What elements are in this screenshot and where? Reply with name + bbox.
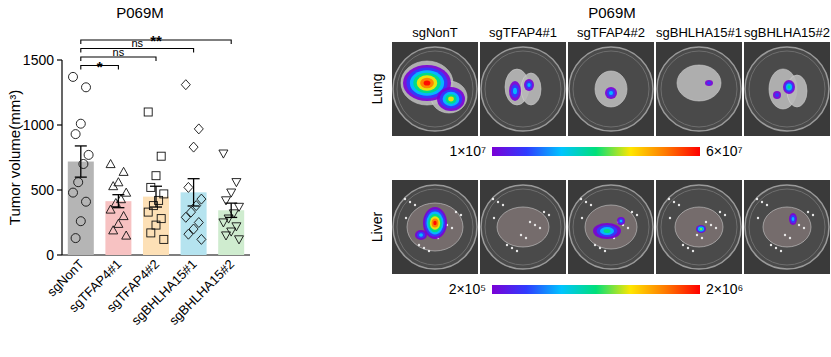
y-axis-label: Tumor volume(mm³): [6, 90, 23, 225]
x-tick-label: sgBHLHA15#2: [166, 257, 237, 328]
data-point: [184, 229, 193, 239]
data-point: [69, 72, 78, 81]
y-tick-label: 0: [46, 247, 54, 263]
organ-image: [656, 180, 742, 274]
data-point: [69, 188, 78, 197]
colorbar-label: 2×10⁶: [706, 281, 743, 297]
data-point: [76, 119, 85, 128]
data-point: [109, 182, 118, 190]
significance-bracket: [81, 49, 194, 53]
data-point: [181, 80, 190, 90]
column-label: sgBHLHA15#1: [656, 25, 742, 40]
data-point: [232, 179, 241, 187]
organ-image: [480, 180, 566, 274]
organ-image: [744, 180, 830, 274]
significance-label: **: [150, 32, 162, 49]
data-point: [194, 124, 203, 134]
organ-image: [744, 42, 830, 136]
data-point: [106, 160, 115, 168]
significance-label: ns: [113, 46, 125, 58]
plot-marks: [68, 72, 244, 255]
data-point: [160, 235, 168, 243]
data-point: [119, 212, 128, 220]
y-tick-label: 500: [31, 182, 55, 198]
error-bar: [188, 179, 200, 206]
column-label: sgTFAP4#1: [489, 25, 557, 40]
bar: [218, 210, 244, 255]
data-point: [84, 150, 93, 159]
data-point: [122, 231, 131, 239]
data-point: [187, 207, 196, 217]
data-point: [144, 108, 152, 116]
x-tick-label: sgBHLHA15#1: [128, 257, 199, 328]
column-label: sgTFAP4#2: [577, 25, 645, 40]
data-point: [74, 178, 83, 187]
column-label: sgBHLHA15#2: [744, 25, 830, 40]
colorbar-label: 2×10⁵: [449, 281, 486, 297]
figure: P069M Tumor volume(mm³) 0 500 1000 1500 sgNonT…: [0, 0, 831, 357]
row-label: Lung: [369, 73, 385, 104]
colorbar-label: 6×10⁷: [706, 143, 743, 159]
data-point: [152, 172, 160, 180]
chart-title: P069M: [116, 4, 164, 21]
data-point: [106, 205, 115, 213]
data-point: [147, 183, 155, 191]
data-point: [189, 224, 198, 234]
significance-bracket: [81, 57, 156, 61]
y-tick: [57, 254, 62, 255]
data-point: [235, 236, 244, 244]
colorbar-label: 1×10⁷: [449, 143, 486, 159]
data-point: [114, 219, 123, 227]
organ-image: [480, 42, 566, 136]
data-point: [197, 234, 206, 244]
colorbar: [492, 285, 700, 294]
y-tick-label: 1500: [23, 52, 54, 68]
data-point: [222, 232, 231, 240]
column-label: sgNonT: [412, 25, 458, 40]
data-point: [227, 189, 236, 197]
error-bar: [150, 186, 162, 207]
data-point: [76, 217, 85, 226]
data-point: [157, 152, 165, 160]
bar: [105, 201, 131, 255]
data-point: [232, 223, 241, 231]
data-point: [189, 142, 198, 152]
y-tick: [57, 189, 62, 190]
organ-image: [568, 180, 654, 274]
data-point: [82, 83, 91, 92]
organ-image: [392, 180, 478, 274]
organ-image: [392, 42, 478, 136]
y-tick: [57, 59, 62, 60]
y-axis: [61, 60, 62, 255]
error-bar: [225, 203, 237, 217]
y-tick: [57, 124, 62, 125]
data-point: [181, 212, 190, 222]
data-point: [147, 229, 155, 237]
row-label: Liver: [369, 211, 385, 242]
data-point: [109, 226, 118, 234]
error-bar: [75, 146, 87, 177]
data-point: [219, 219, 228, 227]
organ-image: [656, 42, 742, 136]
organ-image: [568, 42, 654, 136]
panel-title: P069M: [588, 4, 636, 21]
error-bar: [112, 195, 124, 208]
data-point: [184, 182, 193, 192]
data-point: [71, 234, 80, 243]
y-tick-label: 1000: [23, 117, 54, 133]
data-point: [82, 197, 91, 206]
data-point: [152, 221, 160, 229]
data-point: [144, 208, 152, 216]
data-point: [219, 150, 228, 158]
data-point: [71, 130, 80, 139]
data-point: [119, 167, 128, 175]
significance-label: *: [97, 58, 103, 75]
colorbar: [492, 147, 700, 156]
significance-label: ns: [131, 37, 143, 49]
